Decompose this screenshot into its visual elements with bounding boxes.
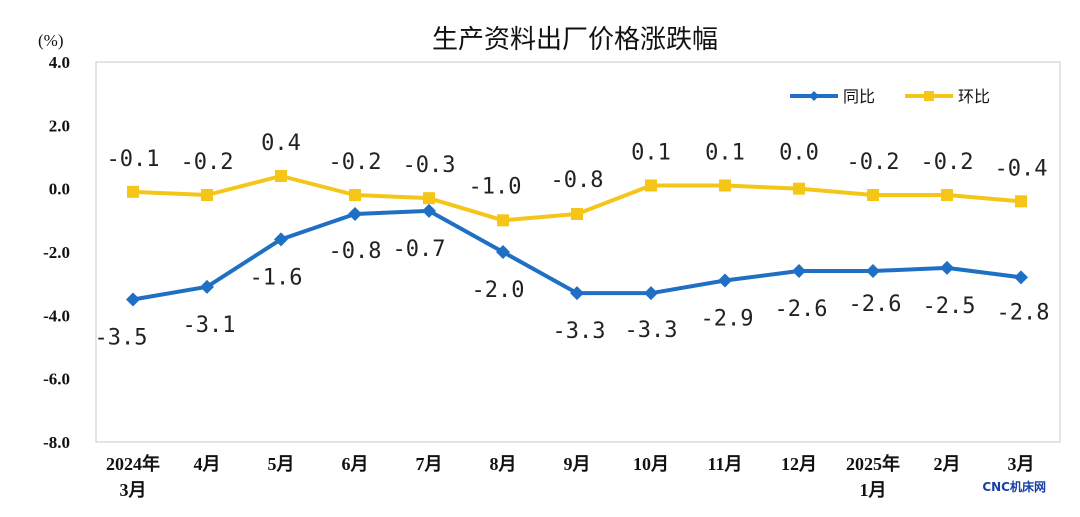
data-point-mom bbox=[867, 189, 879, 201]
data-label-mom: -0.2 bbox=[181, 150, 234, 175]
y-tick-label: -4.0 bbox=[43, 306, 70, 325]
x-tick-label: 1月 bbox=[860, 480, 887, 500]
data-label-yoy: -2.0 bbox=[472, 278, 525, 303]
data-label-mom: 0.4 bbox=[261, 131, 301, 156]
data-point-mom bbox=[1015, 195, 1027, 208]
x-tick-label: 7月 bbox=[416, 454, 443, 474]
data-point-yoy bbox=[1014, 270, 1028, 285]
y-axis-unit: (%) bbox=[38, 31, 63, 50]
data-label-mom: -0.2 bbox=[329, 150, 382, 175]
data-label-yoy: -3.3 bbox=[553, 319, 606, 344]
data-label-yoy: -3.1 bbox=[183, 313, 236, 338]
y-tick-label: 0.0 bbox=[49, 180, 70, 199]
data-label-yoy: -1.6 bbox=[250, 265, 303, 290]
data-point-mom bbox=[571, 208, 583, 220]
data-point-yoy bbox=[422, 203, 436, 218]
data-point-mom bbox=[127, 185, 139, 198]
chart-title: 生产资料出厂价格涨跌幅 bbox=[432, 25, 718, 55]
data-point-yoy bbox=[274, 232, 288, 247]
x-tick-label: 2025年 bbox=[846, 453, 900, 474]
data-label-mom: -0.1 bbox=[107, 147, 160, 172]
x-tick-label: 12月 bbox=[781, 454, 817, 474]
data-point-mom bbox=[941, 189, 953, 201]
series-layer bbox=[126, 170, 1028, 307]
data-point-mom bbox=[349, 189, 361, 201]
data-label-yoy: -3.3 bbox=[625, 318, 678, 343]
x-tick-label: 5月 bbox=[268, 454, 295, 474]
y-axis: 4.0 2.0 0.0 -2.0 -4.0 -6.0 -8.0 bbox=[43, 53, 70, 452]
legend-label: 同比 bbox=[843, 87, 875, 106]
data-point-mom bbox=[719, 179, 731, 192]
x-axis: 2024年 3月 4月 5月 6月 7月 8月 9月 10月 11月 12月 2025年 1月 2月 3月 bbox=[106, 453, 1035, 500]
x-tick-label: 11月 bbox=[707, 454, 742, 474]
x-tick-label: 3月 bbox=[1008, 454, 1035, 474]
data-label-mom: 0.0 bbox=[779, 141, 819, 166]
data-label-yoy: -2.5 bbox=[923, 294, 976, 319]
data-point-yoy bbox=[348, 207, 362, 221]
x-tick-label: 2月 bbox=[934, 454, 961, 474]
data-point-mom bbox=[793, 182, 805, 195]
legend-marker bbox=[809, 91, 819, 101]
data-point-yoy bbox=[570, 286, 584, 301]
data-label-yoy: -2.6 bbox=[775, 297, 828, 322]
y-tick-label: -6.0 bbox=[43, 370, 70, 389]
legend-marker bbox=[924, 91, 934, 101]
data-point-mom bbox=[497, 214, 509, 227]
data-point-mom bbox=[645, 179, 657, 192]
data-label-mom: -0.8 bbox=[551, 168, 604, 193]
data-label-mom: -0.2 bbox=[847, 150, 900, 175]
watermark: CNC机床网 bbox=[982, 480, 1046, 494]
data-point-mom bbox=[201, 189, 213, 201]
y-tick-label: 4.0 bbox=[49, 53, 70, 72]
x-tick-label: 9月 bbox=[564, 454, 591, 474]
data-point-yoy bbox=[866, 264, 880, 278]
data-label-mom: -0.3 bbox=[403, 153, 456, 178]
legend: 同比 环比 bbox=[790, 87, 990, 106]
x-tick-label: 8月 bbox=[490, 454, 517, 474]
x-tick-label: 10月 bbox=[633, 454, 669, 474]
data-point-yoy bbox=[126, 292, 140, 307]
x-tick-label: 2024年 bbox=[106, 453, 160, 474]
data-label-yoy: -0.7 bbox=[393, 237, 446, 262]
x-tick-label: 3月 bbox=[120, 480, 147, 500]
data-point-mom bbox=[275, 170, 287, 182]
x-tick-label: 6月 bbox=[342, 454, 369, 474]
data-point-yoy bbox=[200, 279, 214, 294]
data-label-yoy: -0.8 bbox=[329, 239, 382, 264]
y-tick-label: -8.0 bbox=[43, 433, 70, 452]
y-tick-label: -2.0 bbox=[43, 243, 70, 262]
data-label-yoy: -2.6 bbox=[849, 292, 902, 317]
data-label-yoy: -2.9 bbox=[701, 307, 754, 332]
data-label-yoy: -2.8 bbox=[997, 300, 1050, 325]
plot-area bbox=[95, 61, 1061, 443]
data-point-yoy bbox=[718, 273, 732, 288]
data-point-yoy bbox=[940, 260, 954, 275]
data-label-mom: -0.2 bbox=[921, 150, 974, 175]
data-point-mom bbox=[423, 192, 435, 205]
data-label-yoy: -3.5 bbox=[95, 326, 148, 351]
legend-label: 环比 bbox=[958, 87, 990, 106]
data-point-yoy bbox=[644, 286, 658, 301]
data-label-mom: -1.0 bbox=[469, 174, 522, 199]
y-tick-label: 2.0 bbox=[49, 116, 70, 135]
data-label-mom: -0.4 bbox=[995, 156, 1048, 181]
x-tick-label: 4月 bbox=[194, 454, 221, 474]
data-point-yoy bbox=[792, 264, 806, 278]
data-label-mom: 0.1 bbox=[631, 141, 671, 166]
data-label-mom: 0.1 bbox=[705, 141, 745, 166]
data-point-yoy bbox=[496, 245, 510, 259]
data-labels: -3.5 -3.1 -1.6 -0.8 -0.7 -2.0 -3.3 -3.3 -2.9 -2.6… bbox=[95, 131, 1050, 351]
